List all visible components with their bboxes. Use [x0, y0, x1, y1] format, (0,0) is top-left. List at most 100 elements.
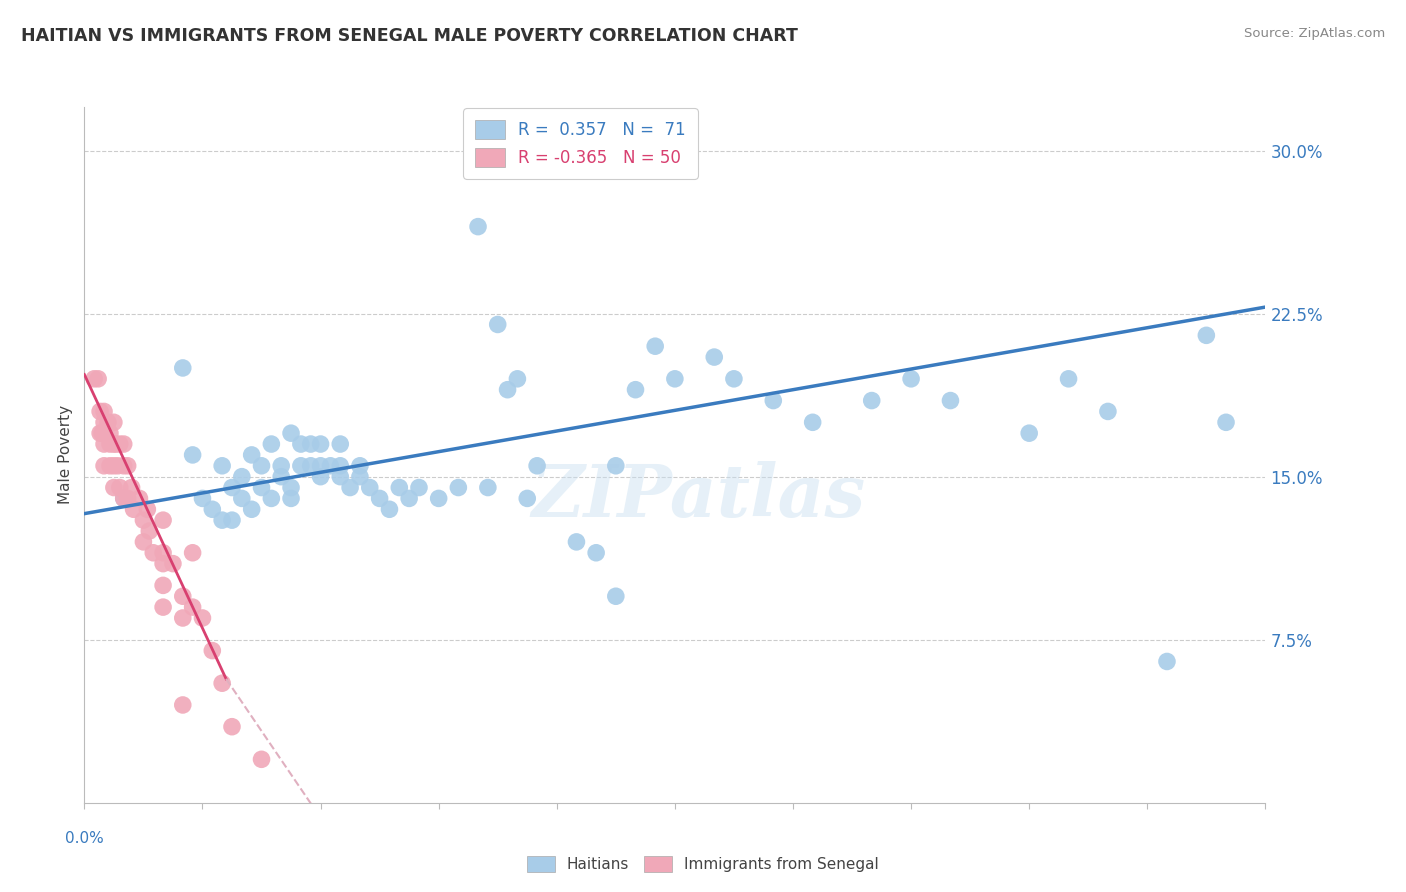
Text: Source: ZipAtlas.com: Source: ZipAtlas.com [1244, 27, 1385, 40]
Point [565, 535, 588, 549]
Point [191, 491, 214, 506]
Point [108, 481, 131, 495]
Point [221, 513, 243, 527]
Point [201, 502, 224, 516]
Point [181, 600, 204, 615]
Point [103, 437, 125, 451]
Point [339, 481, 361, 495]
Point [290, 437, 312, 451]
Point [447, 481, 470, 495]
Point [1215, 415, 1237, 429]
Point [624, 383, 647, 397]
Point [152, 600, 174, 615]
Point [162, 557, 184, 571]
Point [309, 469, 332, 483]
Point [172, 611, 194, 625]
Point [1156, 655, 1178, 669]
Point [93, 437, 115, 451]
Point [87, 372, 110, 386]
Point [605, 458, 627, 473]
Point [172, 589, 194, 603]
Point [221, 481, 243, 495]
Point [506, 372, 529, 386]
Point [644, 339, 666, 353]
Point [329, 469, 352, 483]
Point [801, 415, 824, 429]
Point [1195, 328, 1218, 343]
Point [231, 491, 253, 506]
Point [152, 546, 174, 560]
Point [349, 458, 371, 473]
Point [152, 513, 174, 527]
Point [211, 676, 233, 690]
Legend: Haitians, Immigrants from Senegal: Haitians, Immigrants from Senegal [519, 848, 887, 880]
Point [762, 393, 785, 408]
Point [1018, 426, 1040, 441]
Point [98, 437, 121, 451]
Point [398, 491, 420, 506]
Point [103, 481, 125, 495]
Point [605, 589, 627, 603]
Point [121, 481, 143, 495]
Point [231, 469, 253, 483]
Point [368, 491, 391, 506]
Point [585, 546, 607, 560]
Point [467, 219, 489, 234]
Point [93, 415, 115, 429]
Point [117, 491, 139, 506]
Point [191, 611, 214, 625]
Point [172, 698, 194, 712]
Y-axis label: Male Poverty: Male Poverty [58, 405, 73, 505]
Point [103, 415, 125, 429]
Point [122, 502, 145, 516]
Point [270, 458, 292, 473]
Point [112, 458, 135, 473]
Point [93, 404, 115, 418]
Point [250, 458, 273, 473]
Point [299, 458, 322, 473]
Point [152, 578, 174, 592]
Point [98, 458, 121, 473]
Point [138, 524, 160, 538]
Point [112, 491, 135, 506]
Point [132, 513, 155, 527]
Point [860, 393, 883, 408]
Point [136, 502, 159, 516]
Point [309, 437, 332, 451]
Point [280, 426, 302, 441]
Text: HAITIAN VS IMMIGRANTS FROM SENEGAL MALE POVERTY CORRELATION CHART: HAITIAN VS IMMIGRANTS FROM SENEGAL MALE … [21, 27, 799, 45]
Point [486, 318, 509, 332]
Point [128, 491, 150, 506]
Point [260, 491, 283, 506]
Point [516, 491, 538, 506]
Point [349, 469, 371, 483]
Point [181, 546, 204, 560]
Point [103, 458, 125, 473]
Point [378, 502, 401, 516]
Point [388, 481, 411, 495]
Point [89, 404, 111, 418]
Point [939, 393, 962, 408]
Point [900, 372, 922, 386]
Point [250, 481, 273, 495]
Point [329, 437, 352, 451]
Point [1097, 404, 1119, 418]
Point [93, 458, 115, 473]
Point [240, 448, 263, 462]
Point [152, 557, 174, 571]
Point [201, 643, 224, 657]
Point [290, 458, 312, 473]
Point [526, 458, 548, 473]
Point [91, 426, 114, 441]
Point [703, 350, 725, 364]
Point [260, 437, 283, 451]
Text: 0.0%: 0.0% [65, 830, 104, 846]
Point [83, 372, 105, 386]
Legend: R =  0.357   N =  71, R = -0.365   N = 50: R = 0.357 N = 71, R = -0.365 N = 50 [463, 109, 697, 178]
Point [1057, 372, 1080, 386]
Point [108, 437, 131, 451]
Point [89, 426, 111, 441]
Point [723, 372, 745, 386]
Point [211, 458, 233, 473]
Point [477, 481, 499, 495]
